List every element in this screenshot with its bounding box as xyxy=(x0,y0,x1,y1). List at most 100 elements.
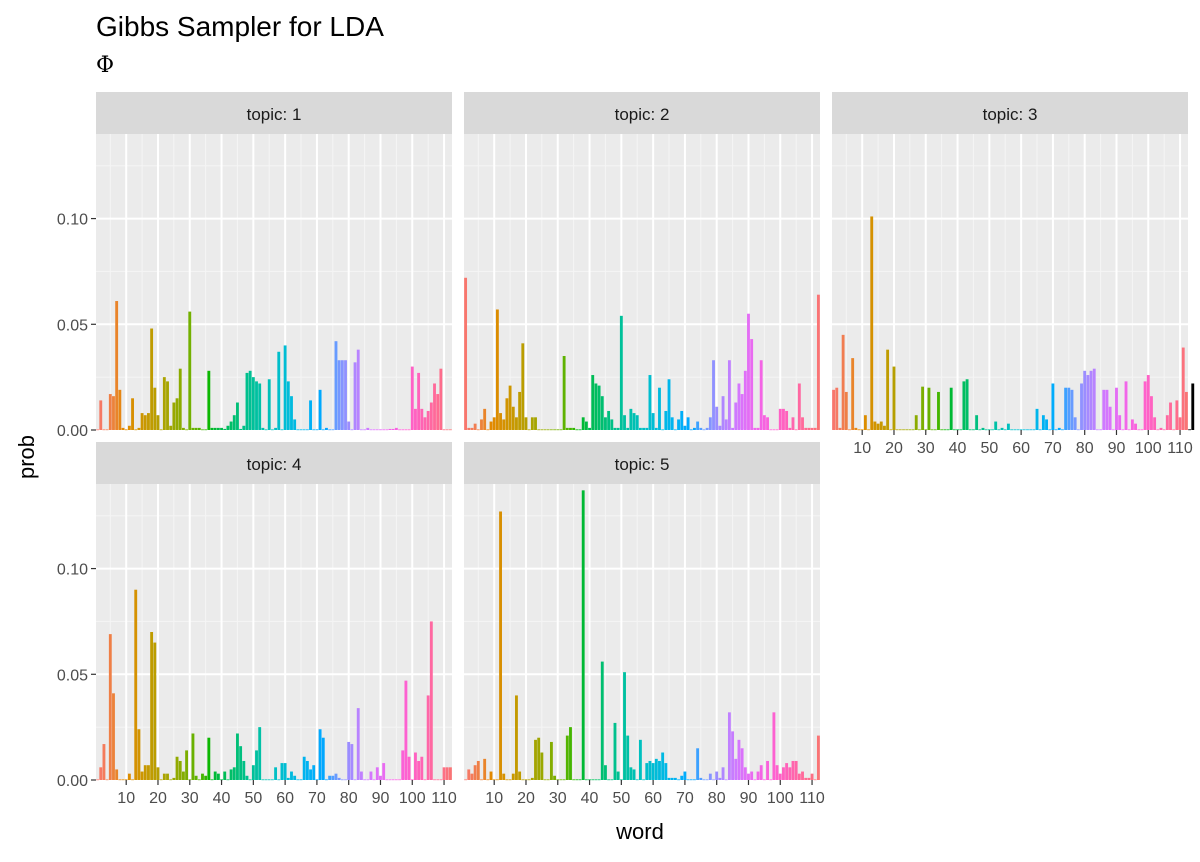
bar xyxy=(588,427,591,430)
bar xyxy=(921,386,925,430)
facet-strip-label: topic: 2 xyxy=(615,105,670,124)
bar xyxy=(1124,381,1128,430)
x-tick-label: 70 xyxy=(308,790,326,807)
bar xyxy=(604,417,607,430)
bar xyxy=(1156,429,1160,431)
bar xyxy=(464,779,468,781)
bar xyxy=(181,427,185,430)
bar xyxy=(476,760,480,780)
bar xyxy=(607,410,611,430)
bar xyxy=(318,729,322,780)
bar xyxy=(492,417,496,430)
bar xyxy=(353,779,357,781)
bar xyxy=(1073,417,1077,430)
bar xyxy=(216,427,220,430)
bar xyxy=(328,775,332,780)
bar xyxy=(96,779,100,781)
bar xyxy=(753,779,757,781)
bar xyxy=(946,429,950,431)
bar xyxy=(683,425,687,430)
bar xyxy=(118,779,122,781)
bar xyxy=(766,417,769,430)
bar xyxy=(150,328,154,430)
bar xyxy=(321,737,325,780)
bar xyxy=(407,756,411,780)
bar xyxy=(610,779,614,781)
bar xyxy=(140,413,144,430)
bar xyxy=(143,415,147,430)
bar xyxy=(166,381,169,430)
bar xyxy=(731,427,735,430)
bar xyxy=(731,731,735,780)
facet-strip xyxy=(832,92,1188,134)
bar xyxy=(782,408,785,430)
bar xyxy=(810,427,814,430)
bar xyxy=(1188,429,1192,431)
bar xyxy=(705,427,709,430)
bar xyxy=(559,779,563,781)
y-tick-label: 0.00 xyxy=(57,773,88,790)
bar xyxy=(654,427,658,430)
bar xyxy=(848,429,851,431)
bar xyxy=(1169,402,1172,430)
bar xyxy=(785,763,789,780)
bar xyxy=(524,779,528,781)
bar xyxy=(572,779,576,781)
bar xyxy=(527,429,531,431)
bar xyxy=(788,767,792,780)
bar xyxy=(448,767,452,780)
bar xyxy=(175,756,179,780)
bar xyxy=(347,741,351,780)
bar xyxy=(178,760,182,780)
bar xyxy=(677,779,680,781)
bar xyxy=(194,775,198,780)
bar xyxy=(226,779,230,781)
bar xyxy=(1134,423,1137,430)
bar xyxy=(147,765,150,780)
bar xyxy=(537,737,541,780)
bar xyxy=(1095,429,1099,431)
bar xyxy=(594,779,598,781)
x-tick-label: 90 xyxy=(372,790,390,807)
bar xyxy=(337,360,341,430)
bar xyxy=(708,417,712,430)
bar xyxy=(515,695,518,780)
bar xyxy=(997,429,1001,431)
bar xyxy=(191,733,195,780)
x-tick-label: 70 xyxy=(676,790,694,807)
bar xyxy=(543,779,547,781)
bar xyxy=(1143,381,1147,430)
bar xyxy=(670,777,674,780)
bar xyxy=(197,427,201,430)
bar xyxy=(702,429,706,431)
bar xyxy=(445,429,449,431)
y-tick-label: 0.00 xyxy=(57,423,88,440)
bar xyxy=(600,396,604,430)
bar xyxy=(251,377,255,430)
bar xyxy=(594,383,598,430)
bar xyxy=(724,779,728,781)
bar xyxy=(689,429,693,431)
bar xyxy=(1029,429,1033,431)
bar xyxy=(902,429,905,431)
bar xyxy=(127,425,131,430)
bar xyxy=(578,429,582,431)
bar xyxy=(331,429,335,431)
bar xyxy=(914,415,918,430)
bar xyxy=(699,427,703,430)
bar xyxy=(495,309,499,430)
bar xyxy=(131,398,134,430)
bar xyxy=(578,779,582,781)
bar xyxy=(772,429,776,431)
x-tick-label: 10 xyxy=(485,790,503,807)
bar xyxy=(391,428,395,430)
bar xyxy=(1118,415,1122,430)
bar xyxy=(734,402,738,430)
bar xyxy=(223,771,227,780)
bar xyxy=(785,410,789,430)
bar xyxy=(442,429,446,431)
bar xyxy=(388,428,392,430)
bar xyxy=(372,779,376,781)
bar xyxy=(270,429,274,431)
bar xyxy=(188,311,192,430)
